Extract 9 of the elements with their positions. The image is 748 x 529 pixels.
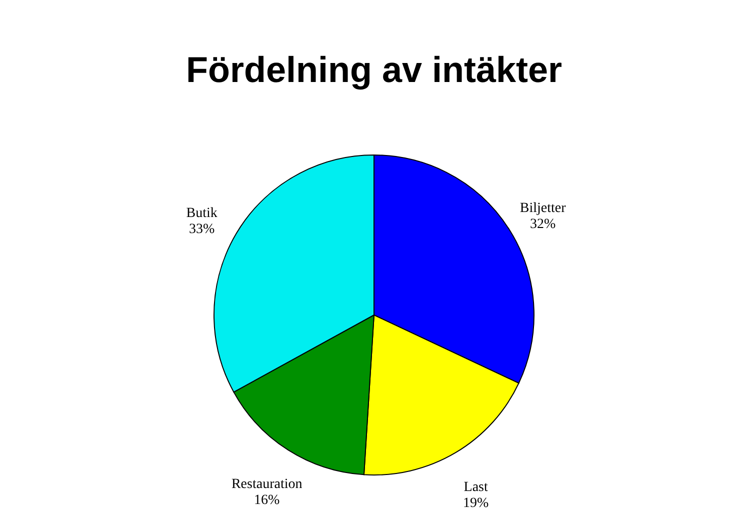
data-label: 33% xyxy=(189,222,216,238)
slice-label: Biljetter xyxy=(520,200,566,216)
data-label: 16% xyxy=(254,492,280,508)
data-label: 19% xyxy=(462,496,489,512)
slice-label: Last xyxy=(464,480,488,496)
data-label: 32% xyxy=(530,216,556,232)
chart-title: Fördelning av intäkter xyxy=(186,49,562,90)
slice-label: Butik xyxy=(186,206,218,222)
slice-label: Restauration xyxy=(231,476,302,492)
